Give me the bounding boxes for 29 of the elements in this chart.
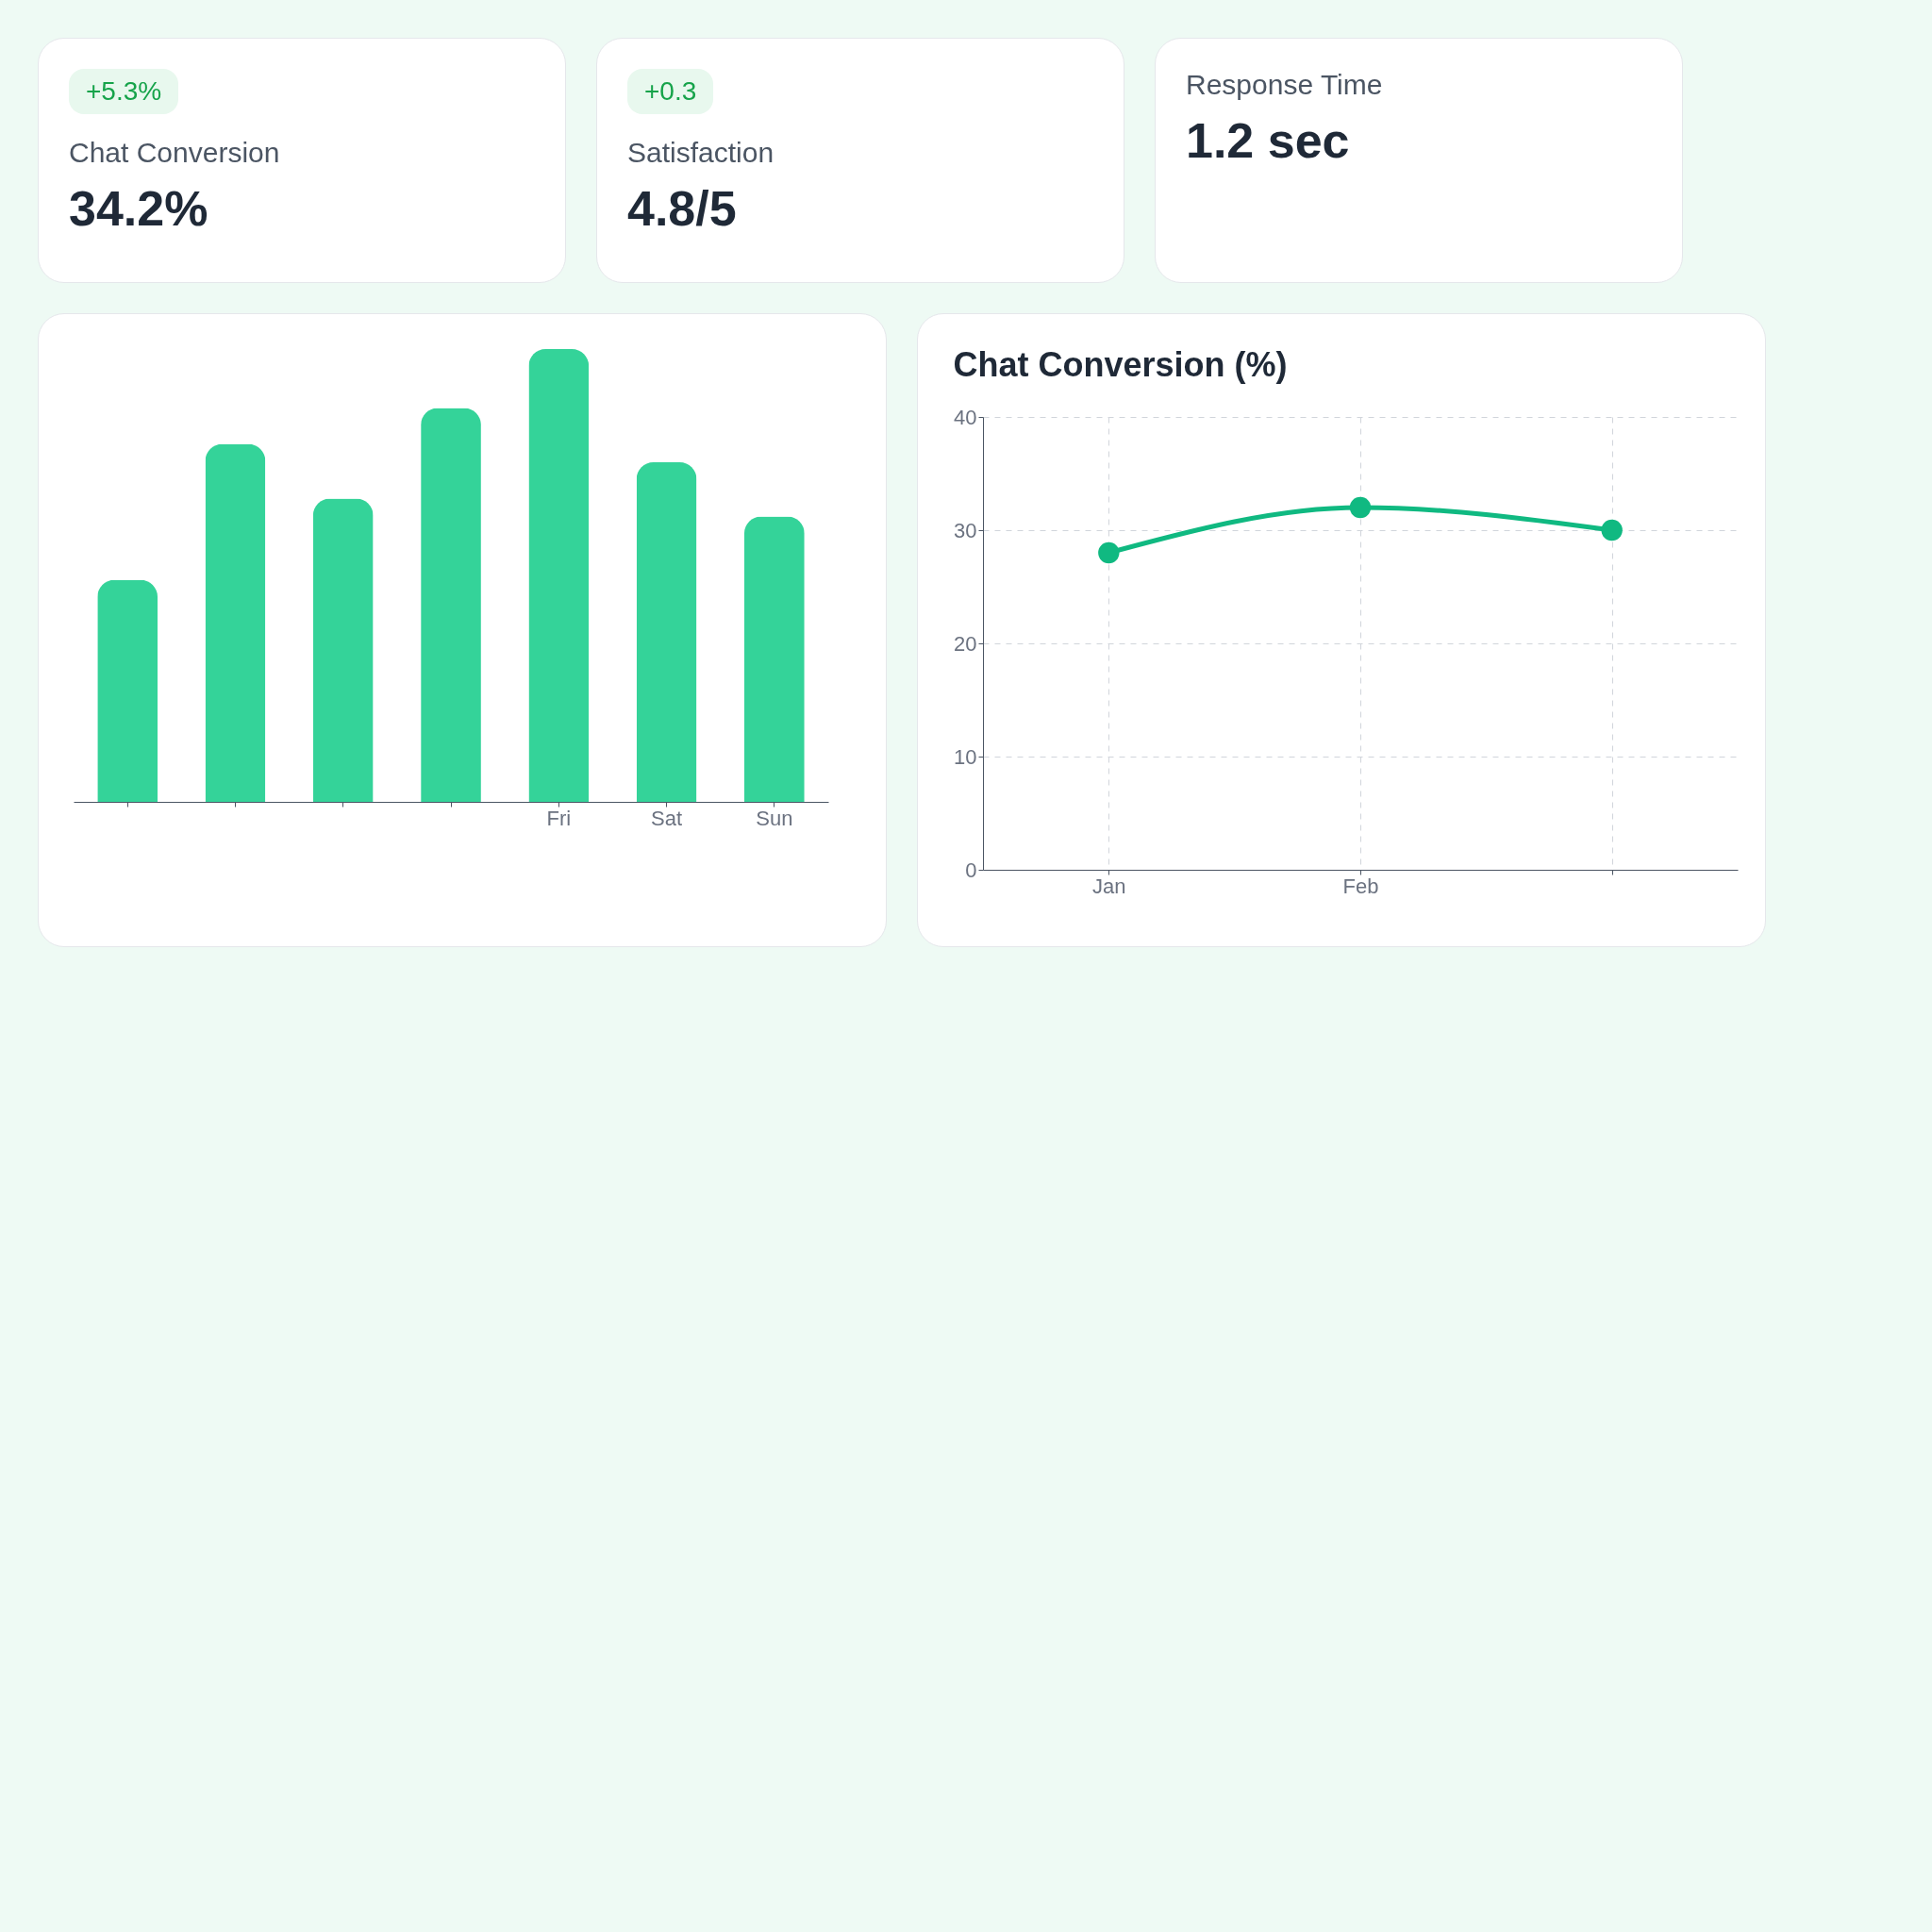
text: 4.8/5 [627, 180, 738, 237]
point [1349, 496, 1372, 519]
text: +5.3% [69, 69, 179, 114]
y-tick-label: 0 [965, 858, 977, 882]
x-tick-label: Sat [651, 806, 683, 830]
bar [421, 408, 481, 802]
x-tick-label: Jan [1092, 874, 1126, 898]
bar [636, 462, 697, 802]
text: +0.3 [627, 69, 714, 114]
x-tick-label: Sun [756, 806, 793, 830]
text: Chat Conversion [69, 137, 281, 169]
x-tick-label: Feb [1342, 874, 1379, 898]
text: 1.2 sec [1186, 112, 1351, 169]
bar [743, 516, 805, 802]
y-tick-label: 40 [954, 405, 977, 429]
text: Satisfaction [627, 137, 775, 169]
bar [97, 579, 158, 802]
bar [528, 349, 590, 802]
y-tick-label: 10 [954, 744, 977, 769]
x-tick-label: Fri [546, 806, 572, 830]
y-tick-label: 20 [954, 631, 977, 656]
y-tick-label: 30 [954, 518, 977, 542]
bar [312, 498, 374, 802]
text: Response Time [1186, 69, 1384, 101]
chart-title: Chat Conversion (%) [953, 345, 1288, 384]
point [1098, 541, 1120, 564]
text: 34.2% [69, 180, 209, 237]
point [1601, 519, 1623, 541]
bar [205, 443, 266, 802]
